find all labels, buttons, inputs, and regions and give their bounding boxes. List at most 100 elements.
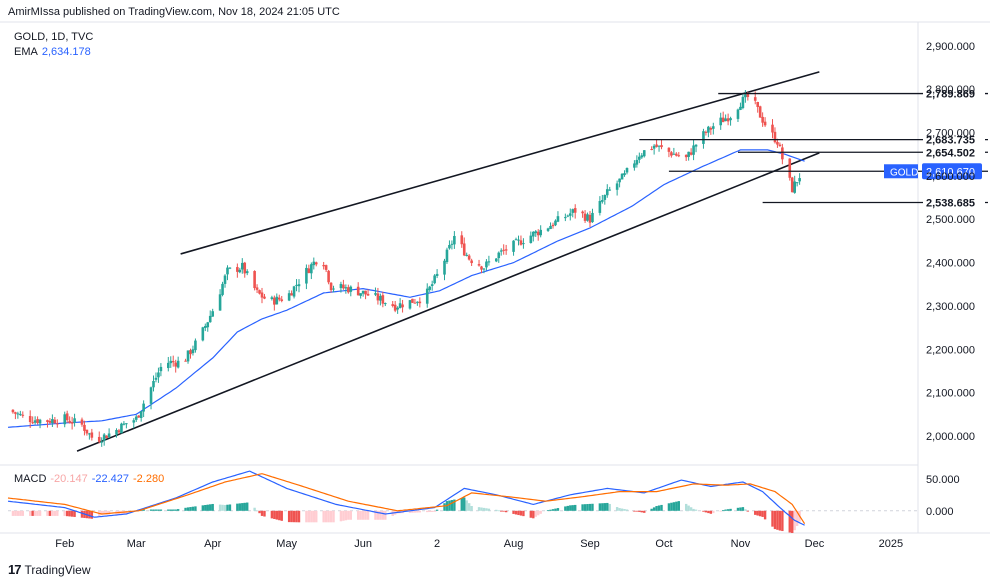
candle-body <box>692 145 695 155</box>
candle-body <box>63 414 67 425</box>
macd-histogram-bar <box>477 507 481 511</box>
macd-histogram-bar <box>174 509 177 511</box>
candle-body <box>100 441 104 443</box>
symbol-label[interactable]: GOLD, 1D, TVC <box>14 31 94 43</box>
candle-body <box>588 214 592 223</box>
candle-body <box>221 283 224 295</box>
time-tick-label: Sep <box>580 538 600 550</box>
macd-histogram-bar <box>36 510 39 516</box>
current-price-badge[interactable] <box>922 163 982 180</box>
candles <box>11 90 801 447</box>
candle-body <box>677 155 681 157</box>
macd-histogram-bar <box>209 504 212 511</box>
candle-body <box>709 127 713 130</box>
gold-symbol-badge[interactable] <box>884 164 918 179</box>
candle-body <box>11 409 15 413</box>
macd-histogram-bar <box>574 504 577 511</box>
macd-histogram-bar <box>33 510 37 516</box>
candle-body <box>694 144 698 147</box>
macd-histogram-bar <box>228 504 232 511</box>
candle-body <box>36 419 39 424</box>
macd-histogram-bar <box>56 510 59 516</box>
candle-body <box>364 290 367 295</box>
candle-body <box>137 415 141 418</box>
candle-body <box>376 293 380 301</box>
candle-body <box>460 235 464 245</box>
macd-histogram-bar <box>204 504 207 511</box>
macd-histogram-bar <box>667 503 671 511</box>
macd-histogram-bar <box>756 510 759 516</box>
ema-legend-row[interactable]: EMA 2,634.178 <box>14 45 93 60</box>
candle-body <box>260 292 264 298</box>
candle-body <box>652 145 656 149</box>
macd-histogram-bar <box>724 509 727 511</box>
candle-body <box>433 275 436 284</box>
candle-body <box>581 211 584 214</box>
candle-body <box>635 159 639 165</box>
macd-histogram-bar <box>588 503 592 511</box>
macd-value-1: -20.147 <box>50 473 88 485</box>
channel-trendline[interactable] <box>76 152 820 452</box>
candle-body <box>428 286 432 290</box>
gold-symbol-label: GOLD <box>890 167 918 178</box>
macd-histogram-bar <box>154 509 158 511</box>
macd-histogram-bar <box>159 509 163 511</box>
macd-histogram-bar <box>408 510 412 513</box>
macd-histogram-bar <box>366 510 370 520</box>
macd-histogram-bar <box>638 510 641 512</box>
candle-body <box>70 422 74 424</box>
candle-body <box>339 283 343 289</box>
candle-body <box>781 147 784 160</box>
candle-body <box>68 420 71 423</box>
macd-histogram-bar <box>315 510 318 523</box>
time-tick-label: 2 <box>434 538 440 550</box>
footer-brand[interactable]: 17 TradingView <box>8 562 91 577</box>
macd-histogram-bar <box>463 497 466 511</box>
trendlines[interactable] <box>76 71 820 452</box>
candle-body <box>347 287 350 293</box>
macd-histogram-bar <box>70 510 74 517</box>
macd-histogram-bar <box>169 509 172 511</box>
macd-histogram-bar <box>206 504 209 511</box>
macd-histogram-bar <box>278 510 281 521</box>
candle-body <box>327 270 330 283</box>
macd-histogram-bar <box>194 506 197 511</box>
macd-histogram-bar <box>364 510 367 520</box>
macd-histogram-bar <box>675 501 678 511</box>
macd-histogram-bar <box>349 510 352 520</box>
macd-histogram-bar <box>243 502 246 511</box>
level-label-bg <box>923 195 985 210</box>
candle-body <box>329 282 333 291</box>
macd-histogram-bar <box>433 510 436 512</box>
macd-histogram-bar <box>329 510 333 523</box>
candle-body <box>211 311 214 317</box>
macd-histogram-bar <box>65 510 69 517</box>
candle-body <box>85 429 89 434</box>
macd-histogram-bar <box>332 510 335 523</box>
candle-body <box>411 298 414 303</box>
macd-histogram-bar <box>684 503 688 511</box>
axes[interactable]: 2,000.000 2,100.000 2,200.000 2,300.000 2,40… <box>55 41 975 550</box>
candle-body <box>314 262 318 265</box>
macd-histogram-bar <box>465 500 468 511</box>
macd-histogram-bar <box>211 503 214 511</box>
macd-histogram-bar <box>356 510 360 520</box>
candle-body <box>236 267 239 272</box>
candle-body <box>270 297 274 300</box>
price-tick-label: 2,100.000 <box>926 388 975 400</box>
channel-trendline[interactable] <box>180 71 820 255</box>
candle-body <box>16 413 20 415</box>
macd-histogram-bar <box>359 510 362 520</box>
macd-histogram-bar <box>670 502 673 511</box>
macd-legend[interactable]: MACD -20.147 -22.427 -2.280 <box>14 473 164 485</box>
price-tick-label: 2,200.000 <box>926 344 975 356</box>
candle-body <box>393 304 397 311</box>
tradingview-brand: TradingView <box>24 562 91 577</box>
macd-histogram-bar <box>342 510 345 521</box>
candle-body <box>105 435 108 439</box>
candle-body <box>504 249 508 251</box>
macd-histogram-bar <box>502 510 505 512</box>
candle-body <box>603 194 607 200</box>
